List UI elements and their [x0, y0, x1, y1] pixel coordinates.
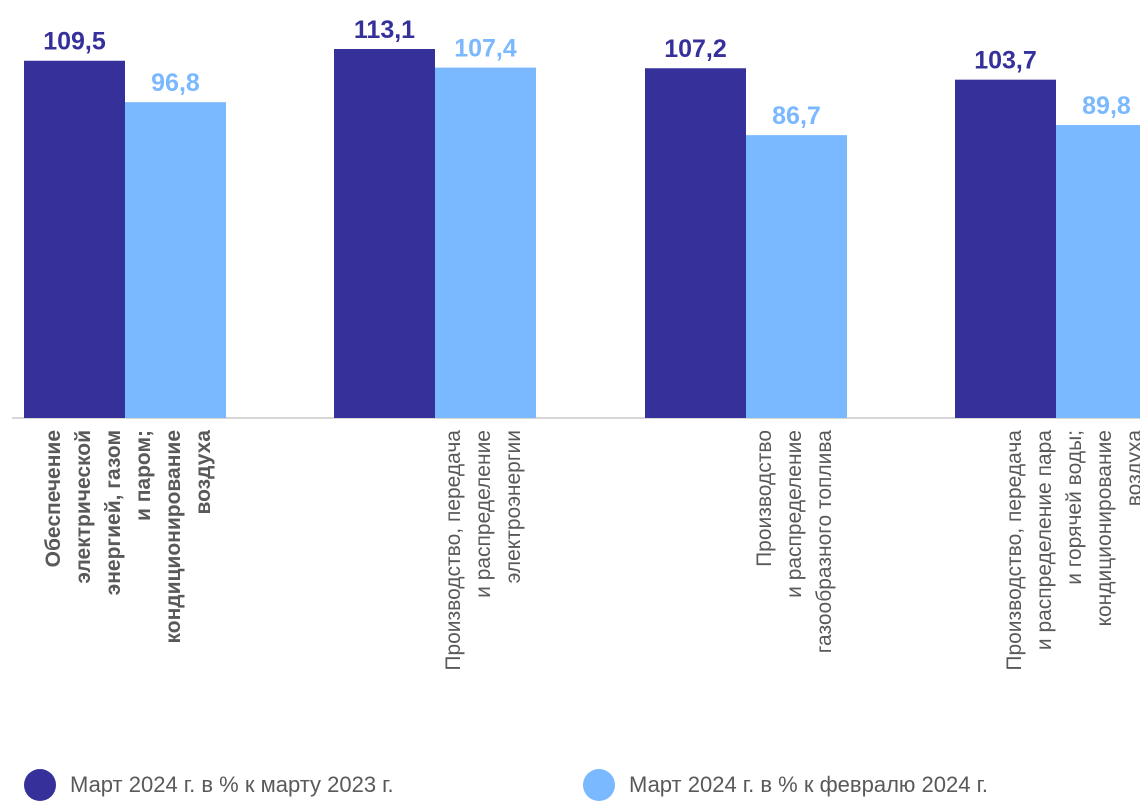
- bar-series-2-category-2: [435, 67, 536, 419]
- data-label-series-1-category-1: 109,5: [43, 28, 106, 56]
- category-label-1-line-2: электрической: [72, 430, 95, 584]
- category-label-4-line-3: и горячей воды;: [1063, 430, 1086, 585]
- bar-series-1-category-3: [645, 68, 746, 419]
- category-label-2-line-2: и распределение: [472, 430, 495, 598]
- bar-series-1-category-4: [955, 79, 1056, 419]
- category-label-3-line-2: и распределение: [783, 430, 806, 598]
- data-label-series-1-category-3: 107,2: [664, 35, 727, 63]
- category-label-2: Производство, передача и распределение эле…: [442, 430, 525, 671]
- category-label-4: Производство, передача и распределение па…: [1003, 430, 1140, 671]
- legend-item-series-1: Март 2024 г. в % к марту 2023 г.: [24, 769, 394, 801]
- category-label-4-line-2: и распределение пара: [1033, 430, 1056, 650]
- category-label-1-line-5: кондиционирование: [162, 430, 185, 643]
- bar-series-2-category-4: [1056, 125, 1140, 419]
- data-label-series-2-category-3: 86,7: [772, 102, 821, 130]
- data-label-series-1-category-4: 103,7: [974, 47, 1037, 75]
- legend-label-series-2: Март 2024 г. в % к февралю 2024 г.: [629, 772, 989, 797]
- data-label-series-1-category-2: 113,1: [354, 16, 415, 44]
- data-label-series-2-category-4: 89,8: [1082, 92, 1131, 120]
- category-label-4-line-5: воздуха: [1123, 430, 1140, 507]
- category-label-3: Производство и распределение газообразного…: [753, 430, 836, 653]
- category-label-1-line-6: воздуха: [192, 430, 215, 515]
- data-label-series-2-category-1: 96,8: [151, 69, 200, 97]
- legend: Март 2024 г. в % к марту 2023 г. Март 20…: [0, 763, 1140, 804]
- category-label-1-line-1: Обеспечение: [42, 430, 65, 567]
- category-label-4-line-4: кондиционирование: [1093, 430, 1116, 626]
- category-label-1-line-4: и паром;: [132, 430, 155, 521]
- bar-series-2-category-3: [746, 135, 847, 418]
- category-label-1: Обеспечение электрической энергией, газом и…: [42, 430, 215, 644]
- legend-label-series-1: Март 2024 г. в % к марту 2023 г.: [70, 772, 394, 797]
- legend-item-series-2: Март 2024 г. в % к февралю 2024 г.: [583, 769, 988, 801]
- category-label-1-line-3: энергией, газом: [102, 430, 125, 595]
- category-label-2-line-3: электроэнергии: [502, 430, 525, 583]
- category-label-4-line-1: Производство, передача: [1003, 430, 1026, 671]
- legend-swatch-series-2: [583, 769, 615, 801]
- category-label-3-line-1: Производство: [753, 430, 776, 567]
- category-label-3-line-3: газообразного топлива: [813, 430, 836, 653]
- bar-series-2-category-1: [125, 102, 226, 419]
- bar-series-1-category-2: [334, 49, 435, 418]
- legend-swatch-series-1: [24, 769, 56, 801]
- category-label-2-line-1: Производство, передача: [442, 430, 465, 671]
- data-label-series-2-category-2: 107,4: [454, 35, 517, 63]
- bar-series-1-category-1: [24, 60, 125, 418]
